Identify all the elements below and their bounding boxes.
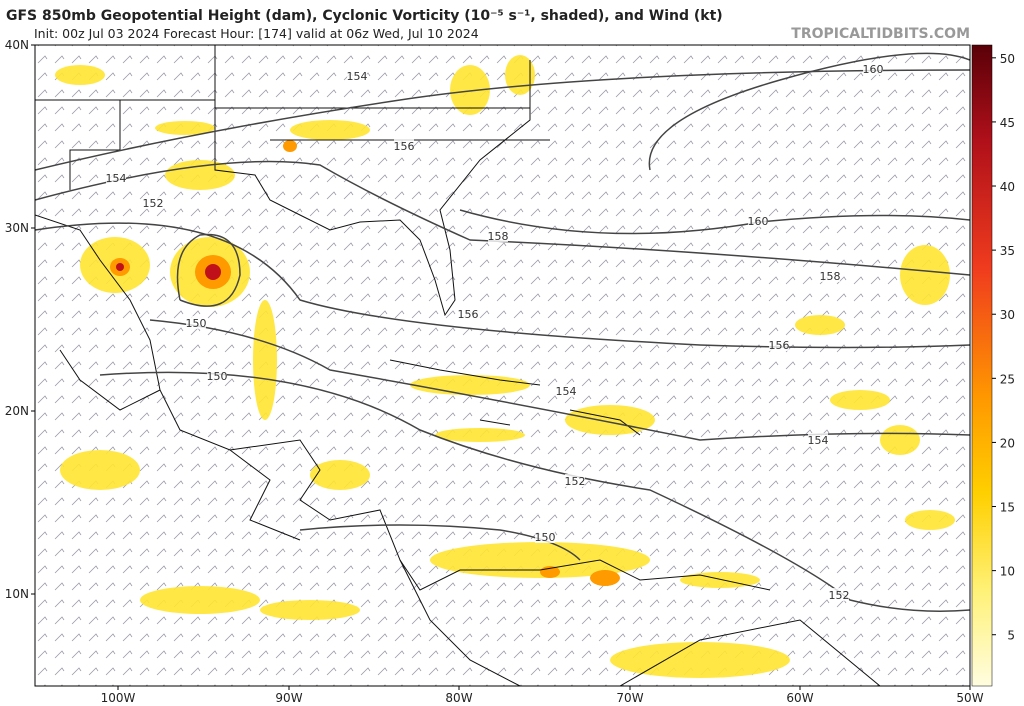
contour-label-bg bbox=[748, 214, 768, 227]
lon-label: 90W bbox=[275, 691, 302, 705]
colorbar-label: 45 bbox=[1000, 116, 1015, 130]
lat-label: 30N bbox=[5, 221, 29, 235]
map-area bbox=[35, 45, 970, 686]
contour-label-bg bbox=[458, 307, 478, 320]
contour-label-bg bbox=[535, 530, 555, 543]
colorbar-label: 50 bbox=[1000, 52, 1015, 66]
colorbar-label: 40 bbox=[1000, 180, 1015, 194]
contour-label-bg bbox=[347, 69, 367, 82]
lon-label: 100W bbox=[101, 691, 136, 705]
colorbar-label: 15 bbox=[1000, 501, 1015, 515]
contour-label-bg bbox=[820, 269, 840, 282]
lon-label: 80W bbox=[445, 691, 472, 705]
contour-label-bg bbox=[829, 588, 849, 601]
contour-label-bg bbox=[143, 196, 163, 209]
colorbar bbox=[971, 44, 993, 687]
contour-label: 154 bbox=[347, 70, 368, 83]
contour-label-bg bbox=[556, 384, 576, 397]
colorbar-label: 35 bbox=[1000, 244, 1015, 258]
contour-label: 160 bbox=[748, 215, 769, 228]
contour-label-bg bbox=[488, 229, 508, 242]
contour-label: 158 bbox=[820, 270, 841, 283]
contour-label-bg bbox=[769, 338, 789, 351]
contour-label: 152 bbox=[565, 475, 586, 488]
colorbar-label: 30 bbox=[1000, 308, 1015, 322]
contour-label: 156 bbox=[769, 339, 790, 352]
lon-label: 50W bbox=[956, 691, 983, 705]
contour-label: 150 bbox=[186, 317, 207, 330]
title: GFS 850mb Geopotential Height (dam), Cyc… bbox=[6, 8, 723, 24]
contour-label: 152 bbox=[829, 589, 850, 602]
contour-label-bg bbox=[565, 474, 585, 487]
contour-label: 154 bbox=[106, 172, 127, 185]
lat-label: 40N bbox=[5, 38, 29, 52]
lon-label: 70W bbox=[616, 691, 643, 705]
colorbar-label: 5 bbox=[1007, 629, 1015, 643]
contour-label: 156 bbox=[394, 140, 415, 153]
colorbar-label: 25 bbox=[1000, 372, 1015, 386]
watermark: TROPICALTIDBITS.COM bbox=[791, 26, 970, 42]
contour-label-bg bbox=[394, 139, 414, 152]
colorbar-label: 10 bbox=[1000, 565, 1015, 579]
subtitle: Init: 00z Jul 03 2024 Forecast Hour: [17… bbox=[34, 26, 479, 41]
contour-label-bg bbox=[808, 433, 828, 446]
contour-label: 150 bbox=[535, 531, 556, 544]
contour-label-bg bbox=[106, 171, 126, 184]
contour-label: 152 bbox=[143, 197, 164, 210]
contour-label-bg bbox=[863, 62, 883, 75]
contour-label: 154 bbox=[556, 385, 577, 398]
lat-label: 20N bbox=[5, 404, 29, 418]
contour-label: 154 bbox=[808, 434, 829, 447]
lat-label: 10N bbox=[5, 587, 29, 601]
contour-label: 150 bbox=[207, 370, 228, 383]
contour-label: 158 bbox=[488, 230, 509, 243]
lon-label: 60W bbox=[786, 691, 813, 705]
contour-label: 156 bbox=[458, 308, 479, 321]
colorbar-label: 20 bbox=[1000, 436, 1015, 450]
map-frame bbox=[34, 44, 971, 687]
contour-label-bg bbox=[186, 316, 206, 329]
contour-label: 160 bbox=[863, 63, 884, 76]
contour-label-bg bbox=[207, 369, 227, 382]
